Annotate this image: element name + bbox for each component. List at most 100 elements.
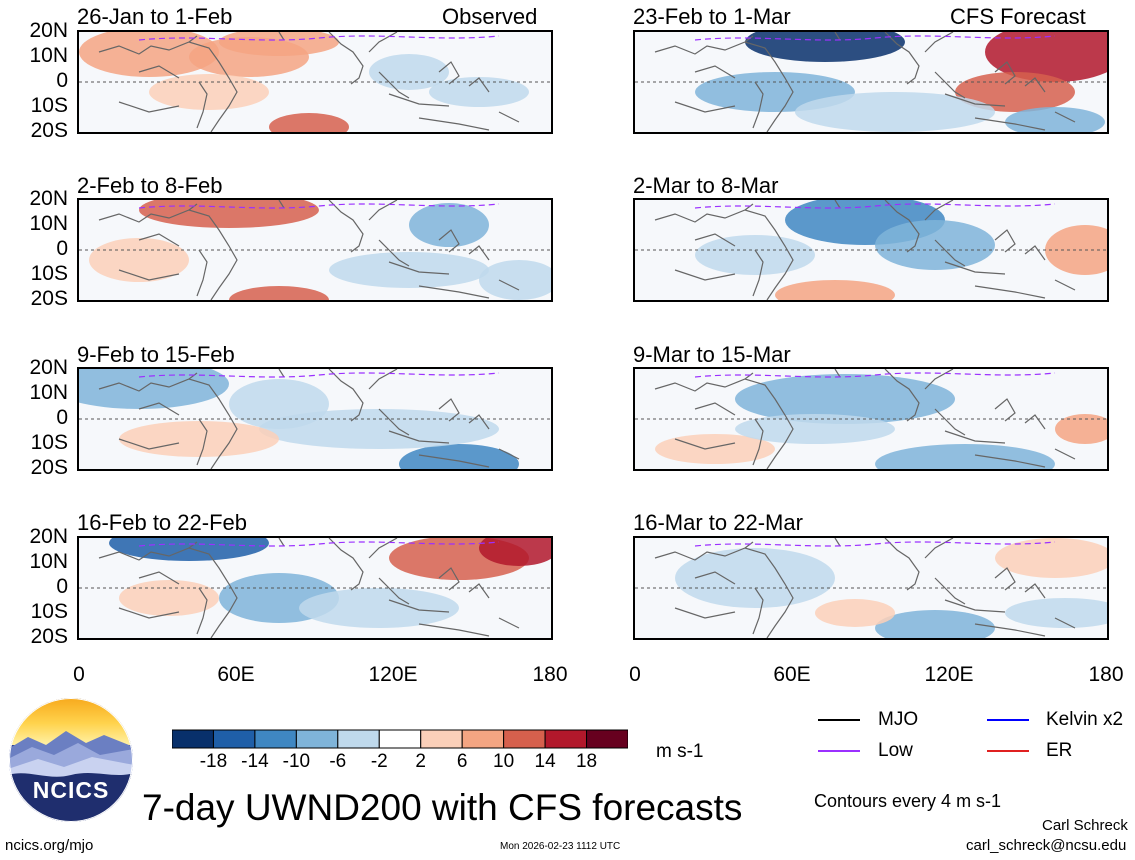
x-tick-label: 120E bbox=[924, 663, 974, 686]
anomaly-blob bbox=[479, 260, 551, 300]
panel-title-7: 9-Mar to 15-Mar bbox=[633, 342, 791, 367]
coastline bbox=[98, 200, 520, 300]
panel-title-3: 9-Feb to 15-Feb bbox=[77, 342, 235, 367]
legend-line-kelvin bbox=[987, 719, 1029, 721]
x-tick-label: 180 bbox=[1088, 663, 1124, 686]
panel-title-6: 2-Mar to 8-Mar bbox=[633, 173, 779, 198]
y-tick-label: 10N bbox=[29, 381, 68, 404]
coastline bbox=[654, 200, 1076, 300]
y-tick-label: 0 bbox=[56, 237, 68, 260]
map-panel bbox=[633, 536, 1109, 640]
anomaly-field bbox=[79, 538, 551, 638]
panel-title-8: 16-Mar to 22-Mar bbox=[633, 510, 803, 535]
anomaly-blob bbox=[329, 252, 489, 288]
low-contour bbox=[138, 541, 500, 547]
colorbar-tick-label: 14 bbox=[534, 751, 556, 772]
anomaly-blob bbox=[1005, 107, 1105, 132]
anomaly-blob bbox=[985, 32, 1107, 82]
colorbar-tick-label: 6 bbox=[456, 751, 468, 772]
anomaly-blob bbox=[109, 538, 269, 561]
anomaly-blob bbox=[875, 220, 995, 270]
timestamp: Mon 2026-02-23 1112 UTC bbox=[500, 841, 621, 852]
y-tick-label: 20N bbox=[29, 187, 68, 210]
y-tick-label: 20S bbox=[30, 119, 68, 142]
legend-label-kelvin: Kelvin x2 bbox=[1046, 709, 1124, 730]
y-tick-label: 0 bbox=[56, 406, 68, 429]
colorbar-tick-label: 2 bbox=[415, 751, 426, 772]
low-contour bbox=[694, 541, 1056, 547]
ncics-logo: NCICS bbox=[9, 698, 133, 822]
anomaly-blob bbox=[429, 77, 529, 107]
site-link[interactable]: ncics.org/mjo bbox=[5, 837, 94, 854]
low-contour bbox=[694, 372, 1056, 378]
colorbar-segment bbox=[544, 729, 588, 749]
anomaly-blob bbox=[229, 286, 329, 300]
anomaly-blob bbox=[1045, 225, 1107, 275]
low-contour bbox=[138, 35, 500, 41]
y-tick-label: 20S bbox=[30, 625, 68, 648]
anomaly-blob bbox=[735, 374, 955, 424]
legend-label-low: Low bbox=[878, 740, 913, 761]
colorbar-segment bbox=[212, 729, 256, 749]
colorbar-segment bbox=[503, 729, 546, 749]
low-contour bbox=[694, 203, 1056, 209]
panel-title-2: 2-Feb to 8-Feb bbox=[77, 173, 223, 198]
anomaly-blob bbox=[269, 113, 349, 132]
anomaly-blob bbox=[259, 409, 499, 449]
y-tick-label: 10S bbox=[30, 600, 68, 623]
map-panel bbox=[633, 367, 1109, 471]
legend-line-mjo bbox=[818, 719, 860, 721]
anomaly-blob bbox=[409, 203, 489, 247]
anomaly-field bbox=[635, 32, 1107, 132]
anomaly-blob bbox=[219, 32, 339, 56]
anomaly-blob bbox=[1005, 598, 1107, 628]
anomaly-field bbox=[79, 200, 551, 300]
colorbar bbox=[172, 729, 628, 749]
legend-label-er: ER bbox=[1046, 740, 1073, 761]
colorbar-tick-label: 18 bbox=[575, 751, 598, 772]
y-tick-label: 10S bbox=[30, 94, 68, 117]
author-name: Carl Schreck bbox=[1042, 817, 1128, 834]
x-tick-label: 180 bbox=[532, 663, 568, 686]
author-email[interactable]: carl_schreck@ncsu.edu bbox=[966, 837, 1127, 854]
y-tick-label: 20N bbox=[29, 356, 68, 379]
coastline bbox=[98, 369, 520, 469]
anomaly-blob bbox=[735, 414, 895, 444]
anomaly-blob bbox=[875, 444, 1055, 469]
y-tick-label: 20S bbox=[30, 456, 68, 479]
anomaly-blob bbox=[795, 92, 995, 132]
x-tick-label: 60E bbox=[217, 663, 255, 686]
low-contour bbox=[138, 203, 500, 209]
anomaly-blob bbox=[655, 434, 775, 464]
anomaly-blob bbox=[89, 238, 189, 282]
colorbar-segment bbox=[378, 729, 422, 749]
colorbar-segment bbox=[254, 729, 297, 749]
anomaly-blob bbox=[775, 280, 895, 300]
anomaly-blob bbox=[479, 538, 551, 566]
y-tick-label: 10N bbox=[29, 212, 68, 235]
y-tick-label: 20N bbox=[29, 19, 68, 42]
anomaly-blob bbox=[79, 32, 219, 77]
anomaly-blob bbox=[875, 610, 995, 638]
coastline bbox=[98, 538, 520, 638]
y-tick-label: 10S bbox=[30, 262, 68, 285]
coastline bbox=[98, 32, 520, 132]
anomaly-blob bbox=[119, 580, 219, 616]
x-tick-label: 0 bbox=[73, 663, 85, 686]
x-tick-label: 120E bbox=[368, 663, 418, 686]
y-tick-label: 20N bbox=[29, 525, 68, 548]
chart-title: 7-day UWND200 with CFS forecasts bbox=[142, 787, 743, 828]
anomaly-blob bbox=[139, 200, 319, 228]
y-tick-label: 20S bbox=[30, 287, 68, 310]
y-tick-label: 10S bbox=[30, 431, 68, 454]
y-tick-label: 10N bbox=[29, 44, 68, 67]
low-contour bbox=[138, 372, 500, 378]
anomaly-blob bbox=[815, 599, 895, 627]
colorbar-tick-label: -2 bbox=[370, 751, 388, 772]
colorbar-segment bbox=[586, 729, 628, 749]
colorbar-segment bbox=[295, 729, 339, 749]
map-panel bbox=[77, 536, 553, 640]
logo-text: NCICS bbox=[33, 777, 110, 803]
y-tick-label: 10N bbox=[29, 550, 68, 573]
units-label: m s-1 bbox=[656, 741, 704, 762]
